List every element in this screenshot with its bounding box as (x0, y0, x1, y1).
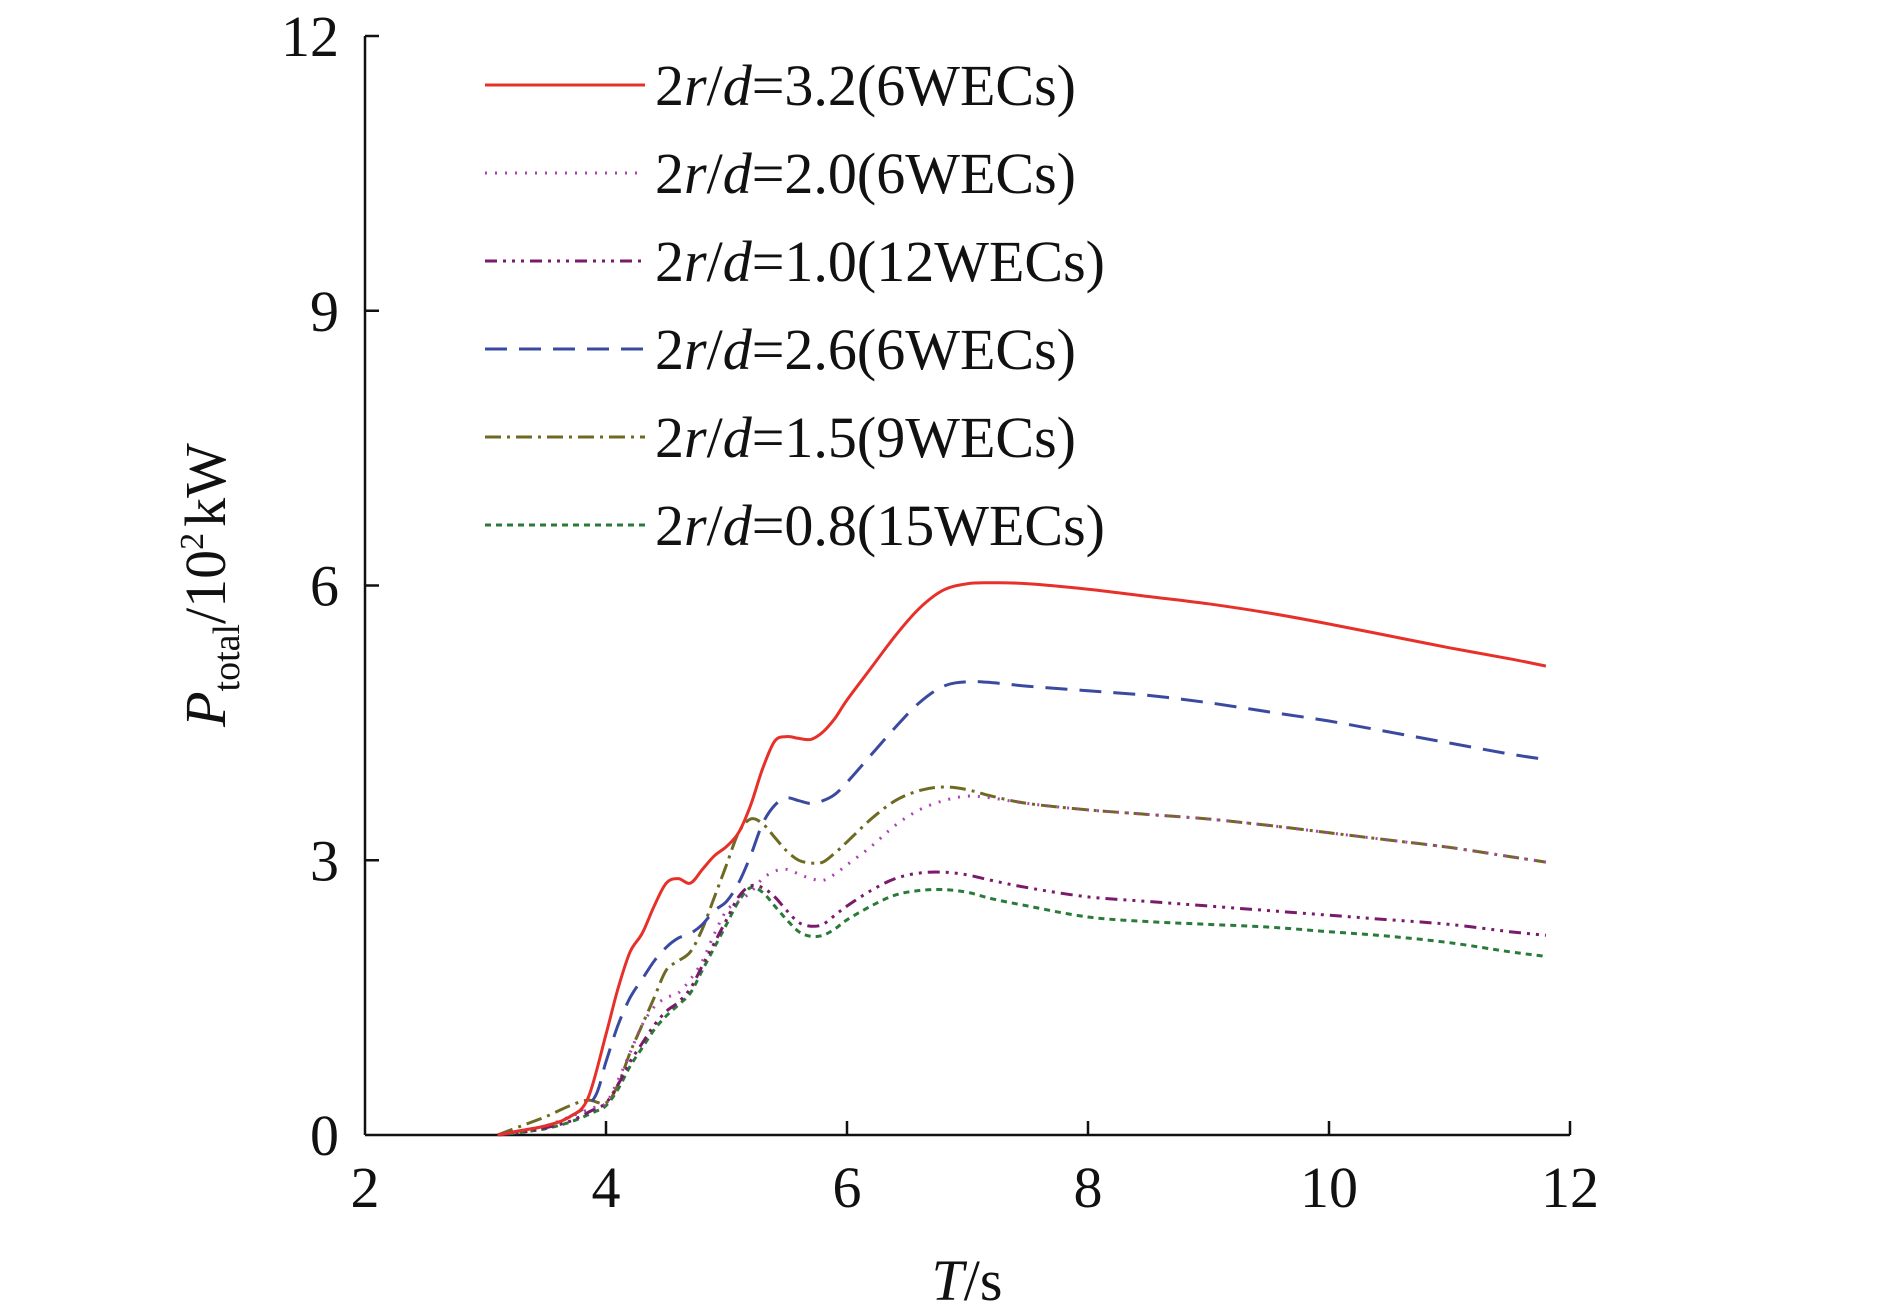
y-axis-title-symbol: P (173, 691, 238, 727)
legend: 2r/d=3.2(6WECs)2r/d=2.0(6WECs)2r/d=1.0(1… (485, 53, 1105, 558)
legend-label: 2r/d=1.5(9WECs) (655, 405, 1076, 470)
legend-label-part: / (707, 317, 724, 382)
series-line (497, 794, 1547, 1137)
x-axis-title: T/s (932, 1248, 1003, 1308)
legend-label-part: 2 (655, 53, 684, 118)
legend-label: 2r/d=1.0(12WECs) (655, 229, 1105, 294)
legend-label-part: 2 (655, 229, 684, 294)
legend-label-part: 2 (655, 493, 684, 558)
legend-label-part: =1.0(12WECs) (752, 229, 1105, 294)
legend-label-part: d (723, 229, 753, 294)
legend-label-part: r (684, 229, 707, 294)
legend-label-part: =2.0(6WECs) (752, 141, 1076, 206)
legend-label-part: r (684, 405, 707, 470)
legend-label-part: =1.5(9WECs) (752, 405, 1076, 470)
legend-label-part: r (684, 141, 707, 206)
legend-label-part: d (723, 493, 753, 558)
legend-label: 2r/d=0.8(15WECs) (655, 493, 1105, 558)
x-tick-label: 4 (592, 1155, 621, 1220)
legend-label-part: / (707, 229, 724, 294)
legend-label-part: d (723, 141, 753, 206)
legend-label: 2r/d=2.6(6WECs) (655, 317, 1076, 382)
y-axis-title-subscript: total (206, 624, 248, 692)
y-axis-ticks: 0 3 6 9 12 (281, 4, 379, 1168)
series-lines (497, 581, 1547, 1137)
y-axis-title-superscript: 2 (174, 533, 211, 550)
series-line (497, 785, 1547, 1137)
legend-label-part: d (723, 53, 753, 118)
x-axis-ticks: 2 4 6 8 10 12 (351, 1121, 1599, 1220)
series-line (497, 885, 1547, 1137)
legend-label-part: 2 (655, 141, 684, 206)
x-tick-label: 6 (833, 1155, 862, 1220)
legend-label: 2r/d=2.0(6WECs) (655, 141, 1076, 206)
series-line (497, 679, 1547, 1137)
legend-label-part: =2.6(6WECs) (752, 317, 1076, 382)
legend-label-part: r (684, 53, 707, 118)
legend-label-part: =0.8(15WECs) (752, 493, 1105, 558)
y-tick-label: 0 (310, 1103, 339, 1168)
legend-label-part: / (707, 493, 724, 558)
y-tick-label: 3 (310, 828, 339, 893)
legend-label-part: =3.2(6WECs) (752, 53, 1076, 118)
y-tick-label: 6 (310, 554, 339, 619)
series-line (497, 581, 1547, 1137)
legend-label-part: / (707, 53, 724, 118)
legend-label-part: r (684, 493, 707, 558)
series-line (497, 870, 1547, 1137)
x-tick-label: 8 (1074, 1155, 1103, 1220)
legend-label-part: r (684, 317, 707, 382)
x-tick-label: 2 (351, 1155, 380, 1220)
y-axis-title-unit-prefix: /10 (173, 550, 238, 624)
legend-label-part: / (707, 405, 724, 470)
x-axis-title-unit: /s (964, 1248, 1003, 1308)
legend-label-part: d (723, 405, 753, 470)
y-axis-title: Ptotal/102 kW (173, 443, 248, 728)
y-tick-label: 9 (310, 279, 339, 344)
legend-label-part: / (707, 141, 724, 206)
x-axis-title-symbol: T (932, 1248, 968, 1308)
legend-label-part: 2 (655, 317, 684, 382)
legend-label-part: d (723, 317, 753, 382)
x-tick-label: 10 (1300, 1155, 1358, 1220)
y-axis-title-unit: kW (173, 443, 238, 527)
legend-label-part: 2 (655, 405, 684, 470)
x-tick-label: 12 (1541, 1155, 1599, 1220)
y-tick-label: 12 (281, 4, 339, 69)
legend-label: 2r/d=3.2(6WECs) (655, 53, 1076, 118)
